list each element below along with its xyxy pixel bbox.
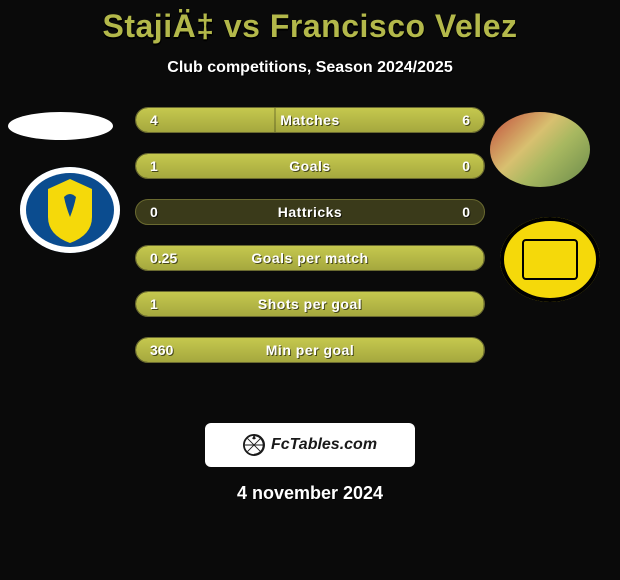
- stat-value-left: 0.25: [150, 250, 177, 266]
- page-title: StajiÄ‡ vs Francisco Velez: [0, 0, 620, 45]
- left-club-badge: [20, 167, 120, 253]
- stat-bar: 0 Hattricks 0: [135, 199, 485, 225]
- brand-logo-icon: [243, 434, 265, 456]
- right-club-badge: [500, 217, 600, 302]
- stat-bar: 1 Shots per goal: [135, 291, 485, 317]
- stat-label: Shots per goal: [258, 296, 362, 312]
- stat-value-left: 1: [150, 158, 158, 174]
- stat-label: Hattricks: [278, 204, 342, 220]
- stat-bar: 1 Goals 0: [135, 153, 485, 179]
- stat-bar: 360 Min per goal: [135, 337, 485, 363]
- comparison-panel: 4 Matches 6 1 Goals 0 0 Hattricks 0 0.25 Goals per…: [0, 107, 620, 417]
- stat-bars: 4 Matches 6 1 Goals 0 0 Hattricks 0 0.25 Goals per…: [135, 107, 485, 383]
- stat-value-right: 6: [462, 112, 470, 128]
- stat-value-left: 1: [150, 296, 158, 312]
- brand-text: FcTables.com: [271, 436, 377, 454]
- brand-pill[interactable]: FcTables.com: [205, 423, 415, 467]
- stat-label: Goals: [289, 158, 330, 174]
- stat-value-right: 0: [462, 204, 470, 220]
- left-player-column: [0, 107, 135, 417]
- stat-bar: 4 Matches 6: [135, 107, 485, 133]
- left-player-avatar: [8, 112, 113, 140]
- stat-label: Min per goal: [266, 342, 354, 358]
- stat-label: Goals per match: [251, 250, 368, 266]
- stat-value-left: 0: [150, 204, 158, 220]
- stat-value-left: 360: [150, 342, 173, 358]
- right-player-column: [485, 107, 620, 417]
- stat-bar: 0.25 Goals per match: [135, 245, 485, 271]
- stat-value-left: 4: [150, 112, 158, 128]
- page-subtitle: Club competitions, Season 2024/2025: [0, 59, 620, 77]
- right-player-avatar: [490, 112, 590, 187]
- stat-label: Matches: [280, 112, 340, 128]
- stat-value-right: 0: [462, 158, 470, 174]
- footer-date: 4 november 2024: [0, 483, 620, 504]
